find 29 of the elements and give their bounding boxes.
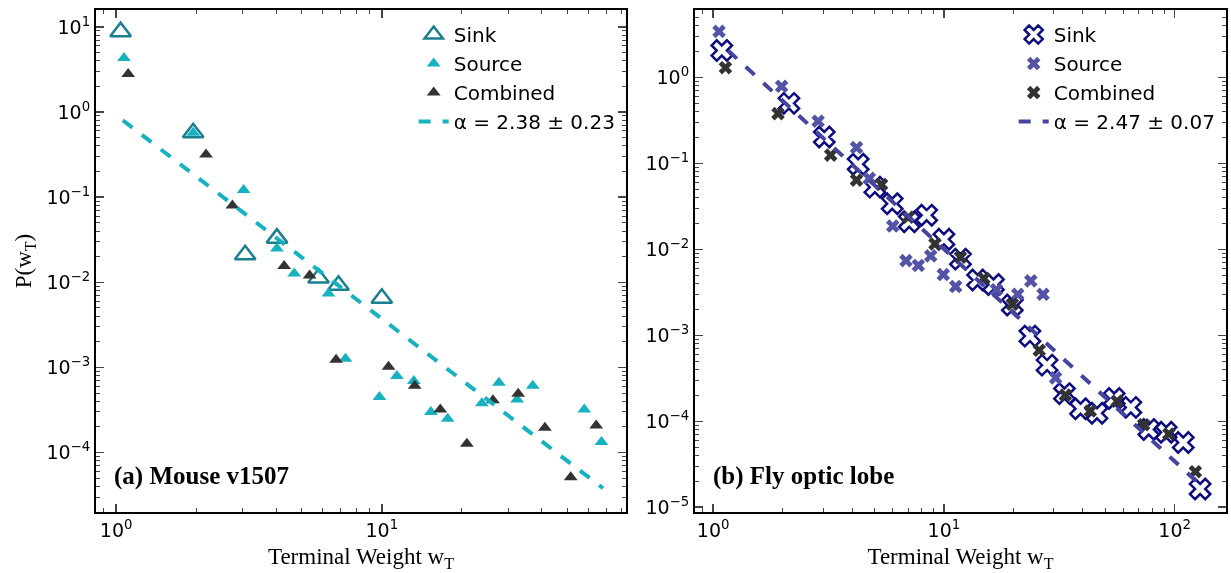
y-tick-label: 10$^{−3}$: [645, 322, 690, 346]
x-tick-label: 10$^{1}$: [365, 516, 399, 541]
y-tick-label: 10$^{0}$: [57, 98, 91, 123]
y-tick-label: 10$^{−1}$: [645, 150, 690, 175]
y-tick-label: 10$^{−2}$: [46, 268, 91, 293]
legend-label: Sink: [1053, 23, 1097, 48]
y-tick-label: 10$^{−4}$: [46, 439, 91, 464]
y-tick-label: 10$^{−5}$: [645, 493, 690, 518]
y-tick-label: 10$^{−3}$: [46, 354, 91, 379]
y-tick-label: 10$^{1}$: [57, 13, 91, 38]
x-axis-title: Terminal Weight w$_{T}$: [267, 543, 455, 572]
x-axis-title: Terminal Weight w$_{T}$: [867, 543, 1054, 572]
x-tick-label: 10$^{0}$: [696, 516, 730, 541]
y-tick-label: 10$^{−2}$: [645, 236, 690, 261]
legend-label: α = 2.47 ± 0.07: [1053, 110, 1215, 135]
y-tick-label: 10$^{−4}$: [645, 407, 690, 432]
legend-label: Combined: [1053, 81, 1156, 106]
x-tick-label: 10$^{1}$: [927, 516, 961, 541]
annotation: (a) Mouse v1507: [114, 462, 289, 490]
legend-label: Combined: [453, 81, 556, 106]
y-tick-label: 10$^{0}$: [656, 64, 690, 89]
legend-label: Sink: [453, 23, 497, 48]
annotation: (b) Fly optic lobe: [713, 462, 895, 490]
y-tick-label: 10$^{−1}$: [46, 183, 91, 208]
legend-label: Source: [453, 52, 523, 77]
legend-label: α = 2.38 ± 0.23: [453, 110, 615, 135]
legend-label: Source: [1053, 52, 1123, 77]
x-tick-label: 10$^{2}$: [1158, 516, 1191, 541]
x-tick-label: 10$^{0}$: [99, 516, 133, 541]
